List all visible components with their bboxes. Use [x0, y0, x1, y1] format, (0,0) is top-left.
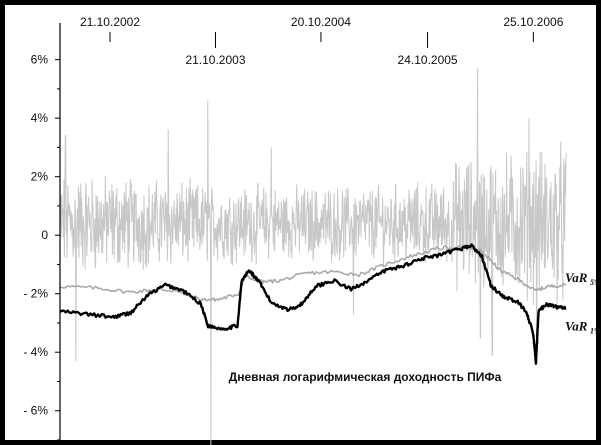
var1-line — [59, 243, 567, 365]
series-label-sub: 1% — [590, 326, 601, 335]
x-tick-label-top: 25.10.2006 — [503, 15, 563, 29]
labels: Дневная логарифмическая доходность ПИФа V… — [229, 270, 601, 384]
daily-returns-series — [59, 68, 567, 445]
var5-line — [59, 244, 567, 302]
y-tick-label: - 2% — [23, 287, 48, 301]
y-tick-label: 0 — [41, 228, 48, 242]
var-5-series — [59, 244, 567, 302]
var-1-series — [59, 243, 567, 365]
series-label-main: VaR — [565, 318, 588, 333]
series-label-1: VaR 1% — [565, 318, 601, 335]
axes: 6% 4% 2% 0 - 2% - 4% - 6% 21.10.2002 20.10.2004 2… — [23, 15, 564, 441]
series-label-5: VaR 5% — [565, 270, 601, 287]
y-tick-label: 2% — [31, 170, 49, 184]
x-tick-label-top: 20.10.2004 — [291, 15, 351, 29]
daily-returns-line — [59, 68, 567, 445]
series-label-sub: 5% — [590, 278, 601, 287]
x-tick-label-inner: 21.10.2003 — [185, 53, 245, 67]
y-tick-label: 6% — [31, 53, 49, 67]
y-tick-label: - 4% — [23, 345, 48, 359]
x-tick-label-inner: 24.10.2005 — [398, 53, 458, 67]
chart-annotation: Дневная логарифмическая доходность ПИФа — [229, 370, 502, 384]
series-label-main: VaR — [565, 270, 588, 285]
x-tick-label-top: 21.10.2002 — [80, 15, 140, 29]
y-tick-label: 4% — [31, 111, 49, 125]
y-tick-label: - 6% — [23, 404, 48, 418]
